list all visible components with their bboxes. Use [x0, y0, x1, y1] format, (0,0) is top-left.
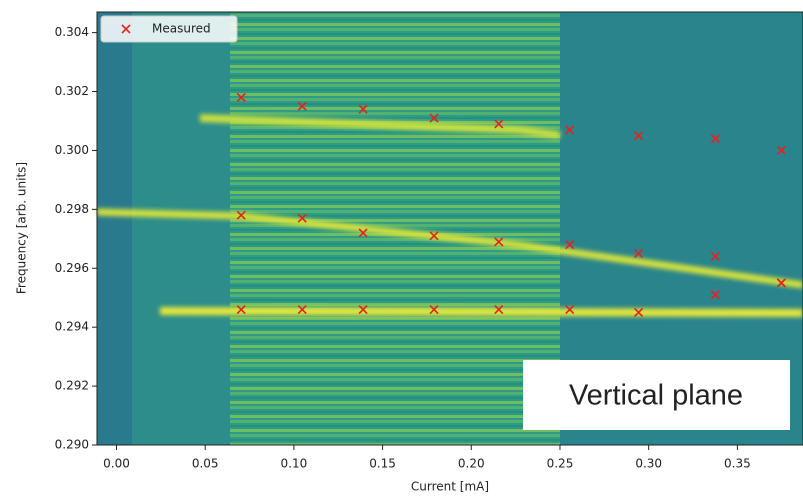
marker — [494, 304, 504, 315]
x-tick-label: 0.15 — [369, 457, 396, 471]
plot-frame — [96, 11, 803, 446]
marker — [358, 104, 368, 114]
x-tick-label: 0.20 — [458, 457, 485, 471]
marker — [565, 240, 575, 250]
y-tick-label: 0.296 — [55, 261, 89, 275]
annotation: Vertical plane — [523, 360, 790, 430]
marker — [710, 251, 720, 262]
x-tick-label: 0.05 — [192, 457, 219, 471]
marker — [494, 119, 504, 129]
y-tick-label: 0.304 — [55, 25, 89, 39]
legend-marker — [121, 24, 131, 34]
marker — [633, 131, 644, 141]
marker — [297, 213, 307, 223]
legend-box — [100, 15, 238, 43]
marker — [494, 237, 504, 247]
x-tick-label: 0.25 — [547, 457, 574, 471]
x-tick-label: 0.30 — [635, 457, 662, 471]
y-axis-label: Frequency [arb. units] — [15, 162, 29, 294]
y-tick-label: 0.300 — [55, 143, 89, 157]
heatmap — [96, 12, 803, 445]
x-tick-label: 0.10 — [281, 457, 308, 471]
marker — [633, 307, 644, 318]
x-axis-label: Current [mA] — [411, 480, 489, 494]
marker — [297, 101, 307, 111]
marker — [429, 304, 439, 315]
y-tick-label: 0.290 — [55, 438, 89, 452]
marker — [565, 125, 575, 135]
marker — [710, 134, 720, 144]
marker — [236, 304, 246, 315]
marker — [565, 304, 575, 315]
marker — [297, 304, 307, 315]
marker — [776, 145, 786, 156]
marker — [358, 228, 368, 238]
marker — [429, 231, 439, 241]
legend-label: Measured — [152, 22, 211, 36]
marker — [236, 92, 246, 102]
marker — [358, 304, 368, 315]
y-tick-label: 0.294 — [55, 320, 89, 334]
legend: Measured — [100, 15, 238, 43]
annotation-box — [523, 360, 790, 430]
marker — [776, 278, 786, 288]
marker — [710, 290, 720, 300]
y-tick-label: 0.298 — [55, 202, 89, 216]
marker — [633, 248, 644, 259]
y-tick-label: 0.302 — [55, 84, 89, 98]
x-tick-label: 0.35 — [724, 457, 751, 471]
marker — [429, 113, 439, 123]
marker — [236, 210, 246, 220]
y-tick-label: 0.292 — [55, 379, 89, 393]
annotation-text: Vertical plane — [569, 380, 743, 412]
x-tick-label: 0.00 — [103, 457, 130, 471]
